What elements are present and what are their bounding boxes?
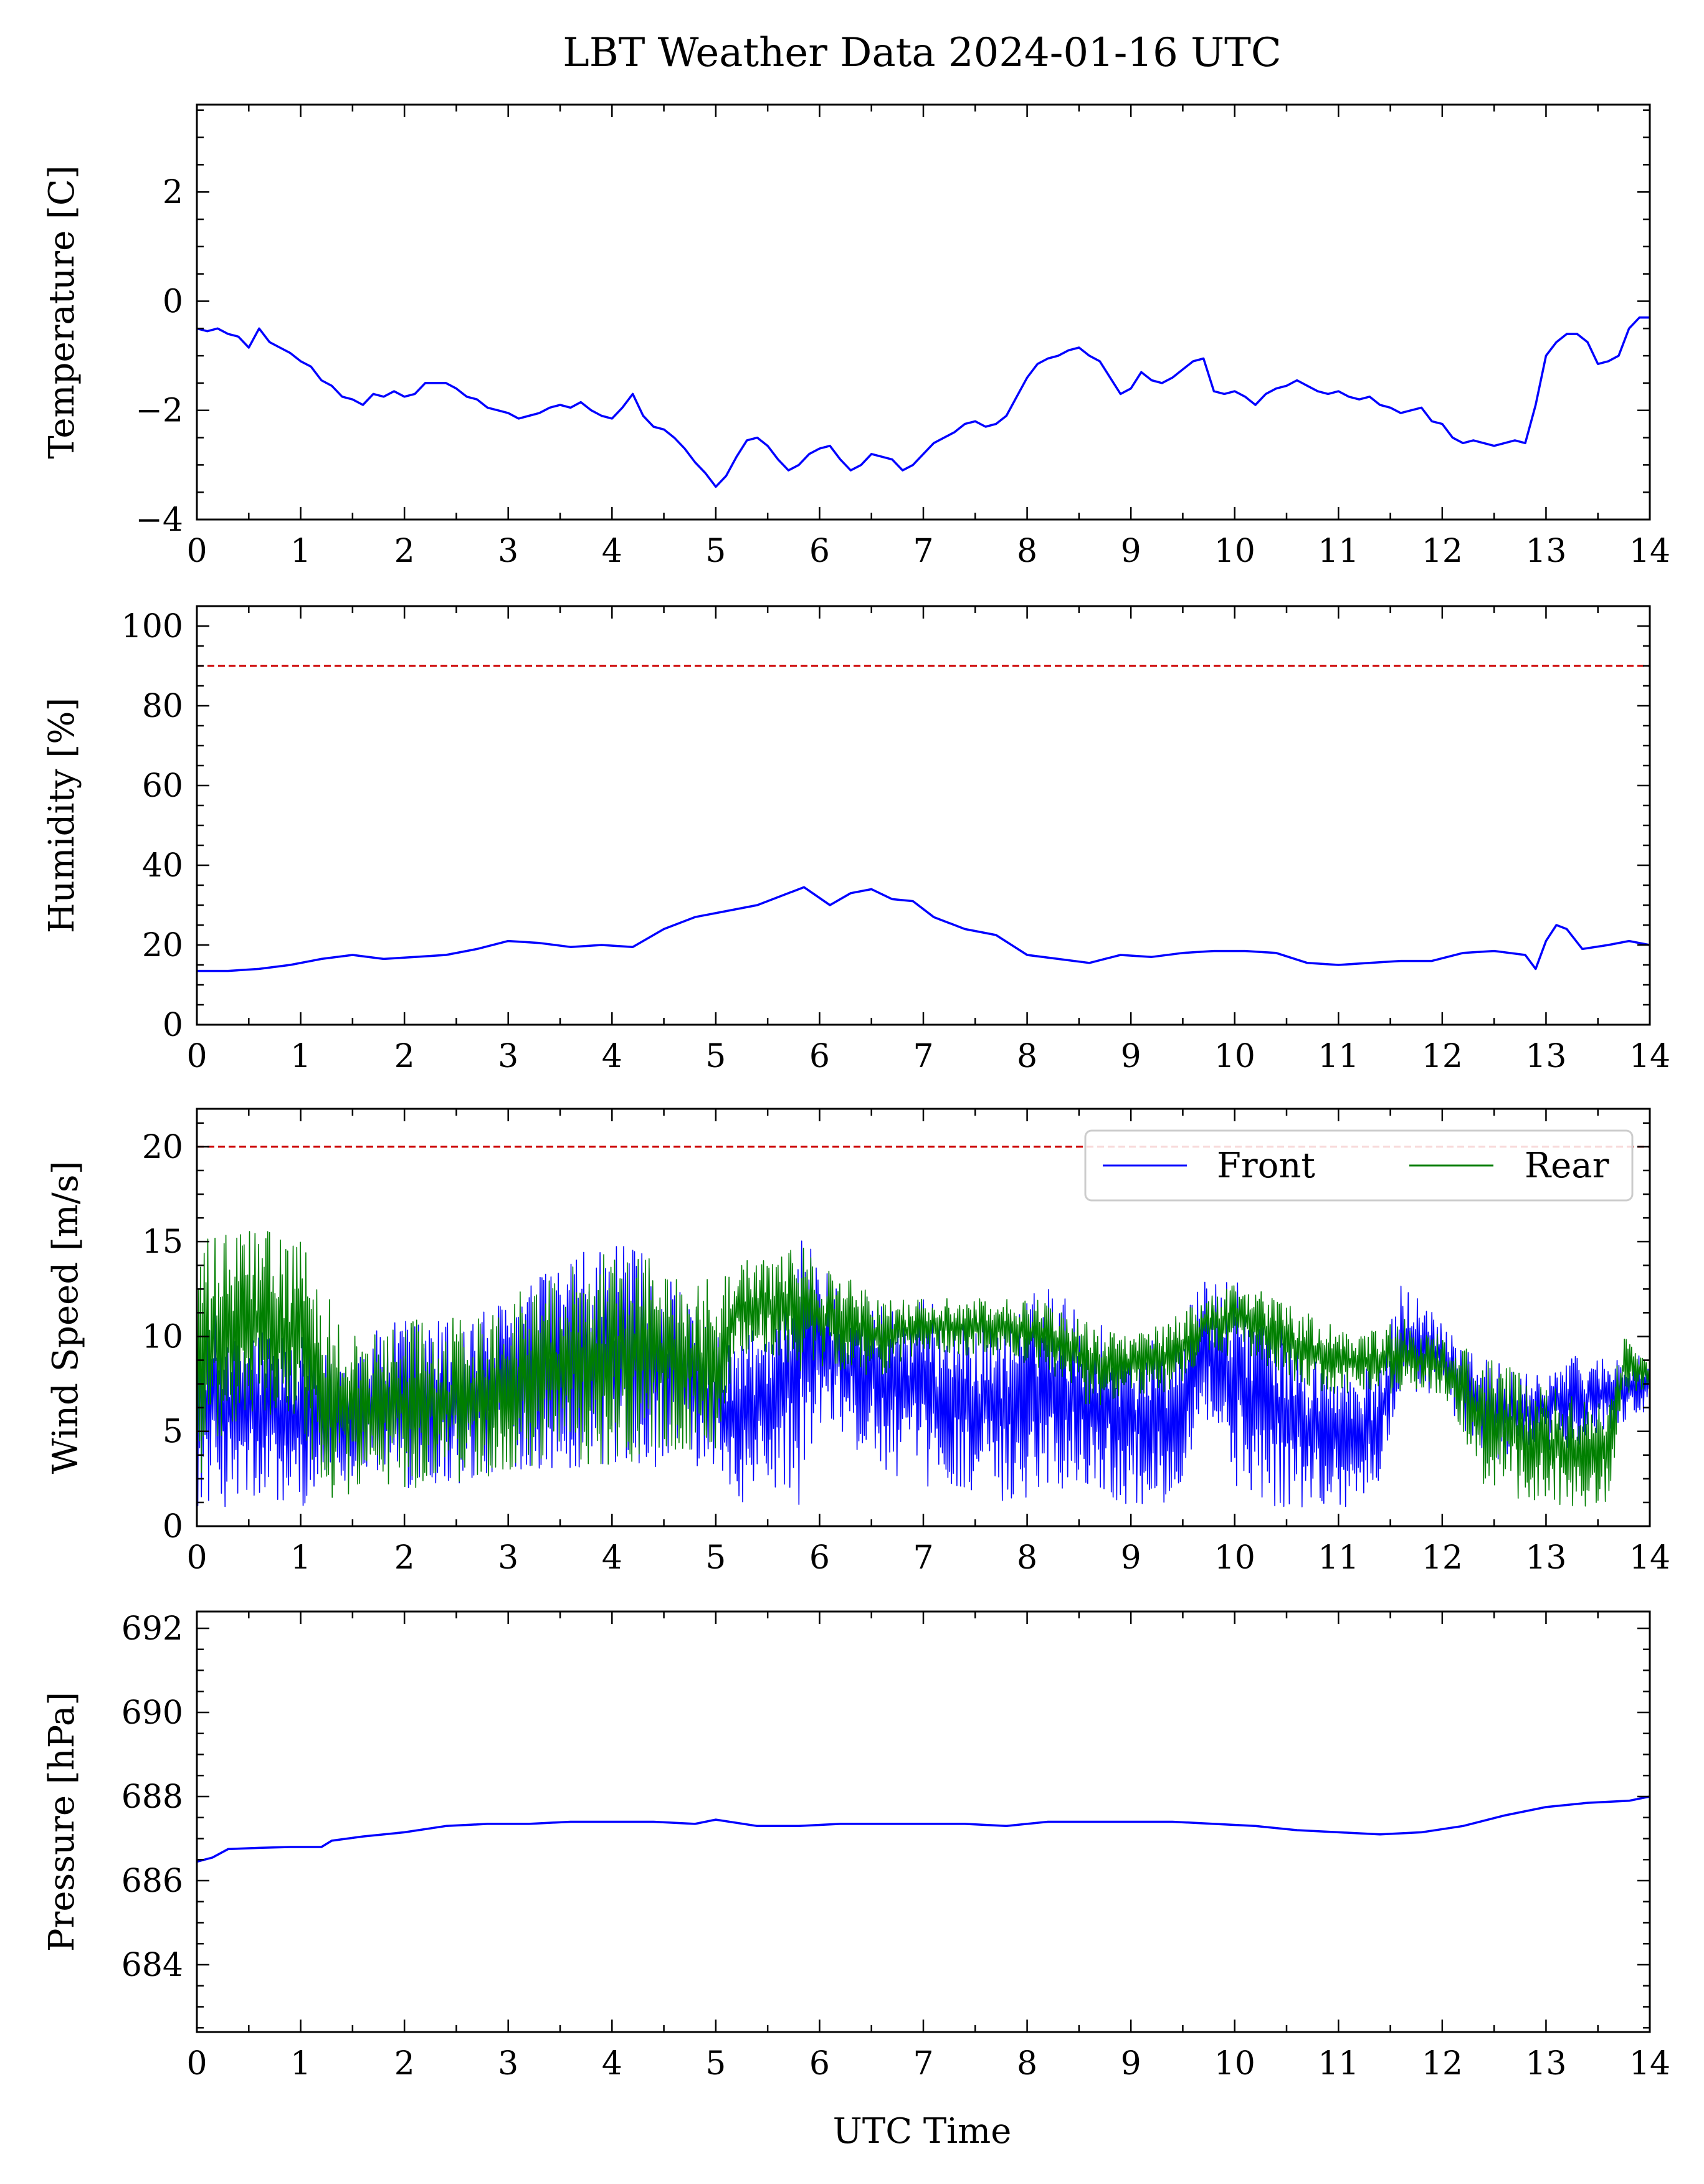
wind-speed-x-tick-label: 12 [1422,1539,1463,1577]
wind-speed-x-tick-label: 3 [498,1539,518,1577]
pressure-x-tick-label: 10 [1214,2045,1255,2082]
wind-speed-y-tick-label: 10 [142,1318,183,1356]
temperature-x-tick-label: 1 [290,533,311,570]
humidity-x-tick-label: 9 [1121,1038,1141,1075]
wind-speed-x-tick-label: 9 [1121,1539,1141,1577]
temperature-y-tick-label: −4 [135,501,183,539]
temperature-x-tick-label: 5 [705,533,726,570]
temperature-x-tick-label: 9 [1121,533,1141,570]
wind-speed-x-tick-label: 13 [1525,1539,1566,1577]
pressure-y-tick-label: 684 [121,1947,183,1984]
wind-speed-y-tick-label: 15 [142,1223,183,1261]
wind-speed-y-tick-label: 0 [163,1508,183,1545]
temperature-x-tick-label: 8 [1017,533,1037,570]
pressure-x-tick-label: 8 [1017,2045,1037,2082]
humidity-x-tick-label: 8 [1017,1038,1037,1075]
wind-speed-x-tick-label: 0 [186,1539,207,1577]
temperature-x-tick-label: 3 [498,533,518,570]
temperature-y-tick-label: 0 [163,283,183,320]
temperature-x-tick-label: 12 [1422,533,1463,570]
wind-speed-x-tick-label: 6 [809,1539,830,1577]
humidity-x-tick-label: 13 [1525,1038,1566,1075]
humidity-x-tick-label: 4 [602,1038,622,1075]
pressure-y-tick-label: 686 [121,1863,183,1900]
temperature-x-tick-label: 0 [186,533,207,570]
temperature-series-line [197,316,1650,488]
legend-box [1084,1129,1634,1202]
temperature-y-tick-label: 2 [163,174,183,211]
pressure-x-tick-label: 5 [705,2045,726,2082]
wind-speed-x-tick-label: 10 [1214,1539,1255,1577]
pressure-x-tick-label: 6 [809,2045,830,2082]
humidity-y-tick-label: 20 [142,927,183,964]
pressure-x-tick-label: 9 [1121,2045,1141,2082]
humidity-x-tick-label: 0 [186,1038,207,1075]
wind-speed-x-tick-label: 8 [1017,1539,1037,1577]
legend-label-front: Front [1217,1146,1315,1186]
temperature-x-tick-label: 14 [1629,533,1670,570]
humidity-x-tick-label: 5 [705,1038,726,1075]
wind-speed-x-tick-label: 11 [1318,1539,1359,1577]
pressure-y-axis-label: Pressure [hPa] [42,1692,82,1952]
wind-speed-x-tick-label: 2 [394,1539,415,1577]
temperature-x-tick-label: 13 [1525,533,1566,570]
temperature-y-tick-label: −2 [135,392,183,430]
wind-speed-x-tick-label: 14 [1629,1539,1670,1577]
wind-speed-x-tick-label: 4 [602,1539,622,1577]
wind-speed-x-tick-label: 7 [913,1539,933,1577]
humidity-y-tick-label: 40 [142,847,183,885]
humidity-x-tick-label: 6 [809,1038,830,1075]
temperature-x-tick-label: 10 [1214,533,1255,570]
humidity-y-axis-label: Humidity [%] [42,698,82,934]
wind-speed-y-tick-label: 5 [163,1413,183,1451]
humidity-x-tick-label: 14 [1629,1038,1670,1075]
pressure-x-tick-label: 0 [186,2045,207,2082]
wind-speed-x-tick-label: 1 [290,1539,311,1577]
pressure-x-tick-label: 11 [1318,2045,1359,2082]
humidity-y-tick-label: 60 [142,767,183,805]
wind-speed-x-tick-label: 5 [705,1539,726,1577]
humidity-x-tick-label: 2 [394,1038,415,1075]
pressure-x-tick-label: 7 [913,2045,933,2082]
pressure-x-tick-label: 4 [602,2045,622,2082]
humidity-y-tick-label: 0 [163,1007,183,1044]
temperature-x-tick-label: 11 [1318,533,1359,570]
temperature-y-axis-label: Temperature [C] [42,165,82,458]
pressure-x-tick-label: 3 [498,2045,518,2082]
humidity-y-tick-label: 80 [142,688,183,725]
legend-label-rear: Rear [1525,1146,1609,1186]
temperature-x-tick-label: 6 [809,533,830,570]
humidity-panel: 0 1 2 3 4 5 6 7 8 9 10 11 12 13 14020406080100Humidity… [42,605,1670,1075]
temperature-x-tick-label: 4 [602,533,622,570]
pressure-x-tick-label: 12 [1422,2045,1463,2082]
pressure-y-tick-label: 690 [121,1694,183,1732]
humidity-x-tick-label: 10 [1214,1038,1255,1075]
x-axis-label: UTC Time [833,2111,1012,2152]
pressure-x-tick-label: 14 [1629,2045,1670,2082]
humidity-x-tick-label: 3 [498,1038,518,1075]
wind-rear-series-line [197,1231,1650,1507]
temperature-x-tick-label: 2 [394,533,415,570]
wind-speed-y-tick-label: 20 [142,1129,183,1166]
pressure-panel: 0 1 2 3 4 5 6 7 8 9 10 11 12 13 14684686688690692Press… [42,1610,1670,2082]
temperature-x-tick-label: 7 [913,533,933,570]
wind-speed-y-axis-label: Wind Speed [m/s] [45,1161,86,1474]
pressure-series-line [197,1795,1650,1863]
pressure-x-tick-label: 2 [394,2045,415,2082]
humidity-x-tick-label: 7 [913,1038,933,1075]
humidity-series-line [197,886,1650,972]
humidity-y-tick-label: 100 [121,608,183,645]
figure-title: LBT Weather Data 2024-01-16 UTC [563,30,1282,76]
pressure-x-tick-label: 1 [290,2045,311,2082]
humidity-x-tick-label: 1 [290,1038,311,1075]
humidity-x-tick-label: 12 [1422,1038,1463,1075]
wind-speed-legend: Front Rear [1084,1129,1634,1202]
pressure-y-tick-label: 692 [121,1610,183,1648]
pressure-y-tick-label: 688 [121,1778,183,1816]
humidity-x-tick-label: 11 [1318,1038,1359,1075]
pressure-x-tick-label: 13 [1525,2045,1566,2082]
